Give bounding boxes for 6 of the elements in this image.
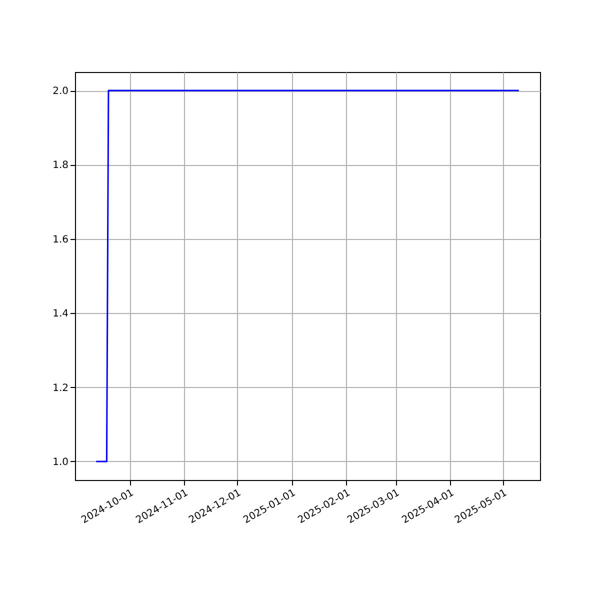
y-tick-label: 1.2: [52, 382, 68, 394]
y-tick-label: 2.0: [52, 86, 68, 98]
y-tick-label: 1.8: [52, 160, 68, 172]
y-tick-label: 1.0: [52, 456, 68, 468]
y-tick-label: 1.6: [52, 234, 68, 246]
y-tick-label: 1.4: [52, 308, 68, 320]
